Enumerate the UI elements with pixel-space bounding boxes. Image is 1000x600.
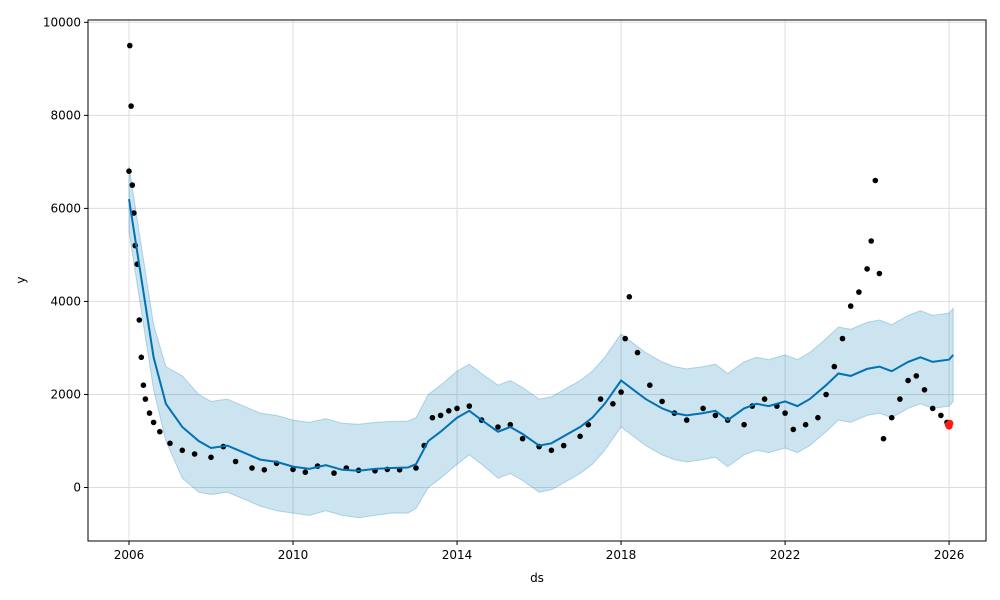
grid: [88, 20, 986, 541]
x-tick-label: 2022: [770, 548, 801, 562]
observed-point: [683, 417, 690, 423]
observed-point: [622, 335, 628, 342]
observed-point: [634, 349, 641, 356]
observed-point: [897, 396, 903, 402]
y-axis: 0 2000 4000 6000 8000 10000: [43, 15, 88, 495]
observed-point: [659, 398, 665, 405]
observed-point: [815, 414, 821, 421]
observed-point: [782, 410, 788, 416]
observed-point: [261, 467, 268, 473]
plot-frame: [87, 19, 987, 542]
observed-point: [761, 396, 768, 402]
observed-point: [823, 391, 829, 398]
y-tick-label: 0: [73, 481, 81, 495]
observed-point: [880, 435, 887, 442]
y-tick-label: 6000: [50, 201, 81, 215]
observed-point: [331, 470, 337, 476]
observed-point: [913, 373, 920, 379]
observed-point: [597, 396, 604, 402]
observed-point: [868, 238, 874, 244]
x-axis-label: ds: [530, 571, 544, 585]
observed-point: [138, 354, 145, 361]
x-tick-label: 2014: [442, 548, 473, 562]
uncertainty-band: [128, 166, 954, 519]
observed-point: [647, 382, 653, 389]
observed-point: [872, 177, 879, 184]
observed-point: [131, 210, 137, 216]
observed-point: [146, 410, 153, 416]
observed-point: [712, 412, 719, 419]
y-tick-label: 2000: [50, 387, 81, 401]
forecast-line: [128, 198, 954, 472]
recent-point: [946, 419, 954, 427]
observed-point: [157, 428, 163, 435]
observed-point: [466, 403, 473, 409]
observed-point: [905, 377, 911, 384]
observed-point: [429, 414, 436, 421]
observed-point: [618, 389, 624, 395]
observed-point: [249, 465, 255, 471]
observed-point: [839, 335, 846, 342]
x-tick-label: 2026: [934, 548, 965, 562]
observed-point: [888, 414, 895, 421]
observed-point: [700, 405, 706, 412]
observed-point: [741, 421, 747, 428]
observed-point: [577, 433, 583, 440]
uncertainty-band-layer: [128, 166, 954, 519]
observed-point: [929, 405, 936, 412]
observed-point: [560, 442, 567, 449]
observed-point: [507, 421, 514, 428]
x-axis: 2006 2010 2014 2018 2022 2026: [114, 541, 965, 562]
observed-point: [191, 451, 198, 457]
y-tick-label: 10000: [43, 15, 81, 29]
observed-point: [626, 294, 633, 300]
forecast-line-layer: [128, 198, 954, 472]
observed-point: [179, 447, 186, 454]
observed-point: [128, 103, 134, 109]
observed-point: [126, 168, 132, 174]
observed-point: [847, 303, 854, 309]
observed-point: [232, 458, 239, 465]
observed-point: [876, 270, 883, 277]
observed-point: [921, 387, 928, 393]
y-axis-label: y: [14, 276, 28, 283]
observed-point: [802, 421, 809, 428]
y-tick-label: 4000: [50, 294, 81, 308]
observed-point: [610, 401, 616, 407]
observed-point: [831, 363, 838, 370]
observed-point: [856, 289, 862, 295]
x-tick-label: 2010: [278, 548, 309, 562]
observed-point: [585, 421, 592, 428]
observed-point: [446, 408, 452, 414]
observed-point: [127, 42, 133, 49]
observed-point: [150, 419, 157, 426]
observed-point: [938, 412, 944, 419]
observed-point: [142, 396, 149, 402]
observed-point: [208, 454, 214, 461]
observed-point: [519, 435, 526, 442]
observed-point: [167, 440, 173, 447]
observed-point: [548, 447, 555, 454]
observed-point: [864, 266, 870, 272]
observed-point: [140, 382, 147, 389]
recent-points-layer: [944, 419, 954, 430]
y-tick-label: 8000: [50, 108, 81, 122]
observed-point: [136, 317, 143, 323]
x-tick-label: 2018: [606, 548, 637, 562]
observed-point: [437, 412, 444, 419]
observed-point: [454, 405, 460, 412]
observed-point: [495, 424, 501, 430]
observed-point: [413, 465, 419, 471]
observed-point: [290, 466, 296, 473]
observed-points-layer: [126, 42, 950, 476]
x-tick-label: 2006: [114, 548, 145, 562]
observed-point: [790, 426, 797, 433]
observed-point: [129, 182, 136, 188]
observed-point: [302, 469, 309, 476]
